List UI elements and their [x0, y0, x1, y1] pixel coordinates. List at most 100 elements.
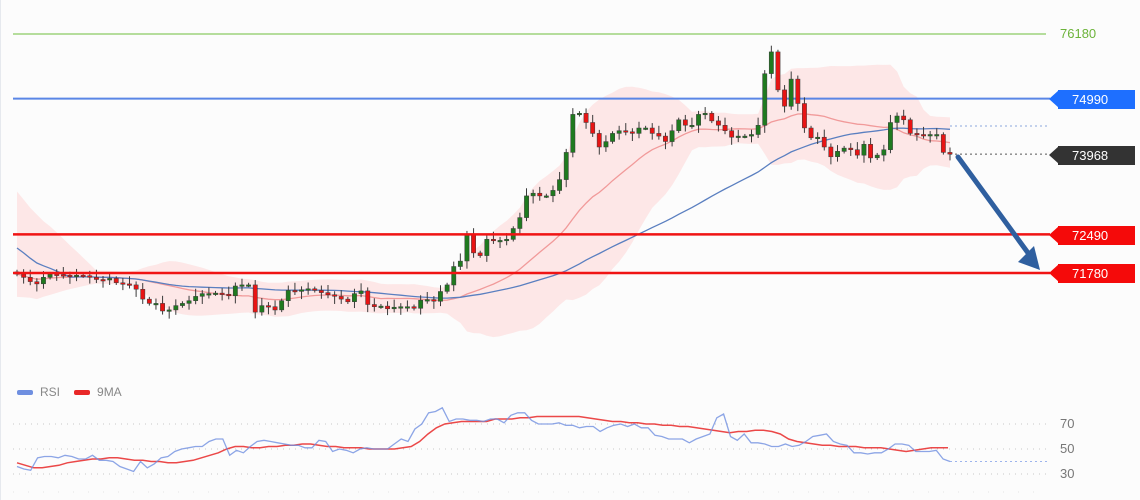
- level-tag-resistance: 74990: [1049, 90, 1135, 109]
- candle-body: [325, 292, 331, 296]
- candle-body: [629, 131, 635, 134]
- candle-body: [596, 133, 602, 148]
- candle-body: [67, 274, 73, 277]
- candle-body: [914, 133, 920, 136]
- candle-body: [861, 144, 867, 156]
- candle-body: [530, 192, 536, 197]
- legend-item-9ma[interactable]: 9MA: [74, 385, 122, 399]
- candle-body: [927, 134, 933, 137]
- candle-body: [74, 274, 79, 277]
- candle-body: [199, 293, 205, 297]
- candle-body: [120, 282, 126, 285]
- candle-body: [457, 260, 463, 267]
- candle-body: [874, 154, 880, 159]
- bollinger-band: [17, 64, 950, 338]
- rsi-line: [16, 406, 951, 473]
- candle-body: [749, 134, 754, 137]
- candle-body: [868, 144, 873, 159]
- candle-body: [775, 51, 781, 91]
- candle-body: [881, 149, 887, 156]
- moving-average-fast: [16, 113, 951, 301]
- candle-body: [702, 113, 708, 116]
- candle-body: [709, 113, 715, 122]
- candle-body: [802, 103, 807, 129]
- candle-body: [27, 277, 33, 282]
- candle-body: [649, 127, 655, 134]
- legend-item-rsi[interactable]: RSI: [17, 385, 60, 399]
- candle-body: [616, 130, 622, 134]
- level-tag-support-1: 72490: [1049, 226, 1135, 245]
- candle-body: [60, 274, 66, 277]
- candle-body: [34, 281, 40, 285]
- candle-body: [768, 51, 774, 74]
- candle-body: [821, 136, 827, 148]
- candle-body: [543, 195, 549, 198]
- candle-body: [782, 89, 787, 107]
- candle-body: [735, 135, 741, 138]
- candle-body: [477, 252, 483, 256]
- candle-body: [636, 127, 642, 134]
- candle-body: [815, 136, 821, 139]
- candle-body: [762, 73, 768, 126]
- forecast-arrow-head-icon: [1018, 246, 1040, 270]
- candle-body: [610, 133, 615, 142]
- candle-body: [21, 273, 27, 278]
- forecast-arrow-shaft: [955, 154, 1034, 260]
- candle-body: [682, 119, 688, 126]
- candle-body: [623, 130, 629, 133]
- candle-body: [173, 305, 179, 311]
- candle-body: [365, 290, 371, 305]
- candle-body: [266, 305, 271, 308]
- rsi-tick-70: 70: [1060, 416, 1075, 431]
- candle-body: [854, 149, 860, 156]
- candle-body: [464, 234, 470, 262]
- candle-body: [272, 306, 278, 311]
- candle-body: [371, 304, 377, 307]
- candle-body: [550, 190, 556, 197]
- rsi-tick-30: 30: [1060, 466, 1075, 481]
- candle-body: [239, 284, 245, 287]
- candle-body: [491, 239, 496, 242]
- candle-body: [663, 135, 668, 142]
- level-tag-current-price: 73968: [1049, 146, 1135, 165]
- candle-body: [583, 113, 589, 123]
- candle-body: [100, 279, 106, 282]
- candle-body: [80, 274, 86, 277]
- candle-body: [729, 130, 735, 138]
- candle-body: [742, 135, 748, 138]
- candle-body: [722, 125, 728, 131]
- candle-body: [907, 119, 913, 134]
- candle-body: [312, 288, 318, 291]
- candle-body: [603, 141, 609, 148]
- candle-body: [557, 179, 562, 191]
- candle-body: [504, 239, 510, 242]
- candle-body: [94, 277, 99, 280]
- candle-body: [471, 234, 476, 254]
- candle-body: [570, 114, 576, 153]
- candle-body: [385, 305, 390, 310]
- candle-body: [888, 122, 893, 150]
- candle-body: [643, 127, 649, 130]
- candle-body: [318, 290, 324, 293]
- candle-body: [186, 300, 192, 304]
- candle-body: [398, 306, 404, 309]
- rsi-swatch-icon: [17, 389, 33, 395]
- level-tag-support-2: 71780: [1049, 264, 1135, 283]
- candle-body: [577, 113, 582, 116]
- candle-body: [259, 305, 265, 313]
- candle-body: [841, 147, 847, 152]
- candle-body: [921, 134, 926, 137]
- candle-body: [676, 119, 682, 131]
- candle-body: [166, 309, 172, 312]
- candle-body: [246, 284, 251, 287]
- candle-body: [113, 278, 119, 283]
- candle-body: [788, 78, 794, 107]
- candle-body: [305, 288, 311, 291]
- legend-label-rsi: RSI: [40, 385, 61, 399]
- candle-body: [537, 192, 543, 197]
- candle-body: [411, 306, 417, 309]
- candle-body: [940, 134, 946, 153]
- candle-body: [299, 289, 304, 292]
- candle-body: [338, 296, 344, 300]
